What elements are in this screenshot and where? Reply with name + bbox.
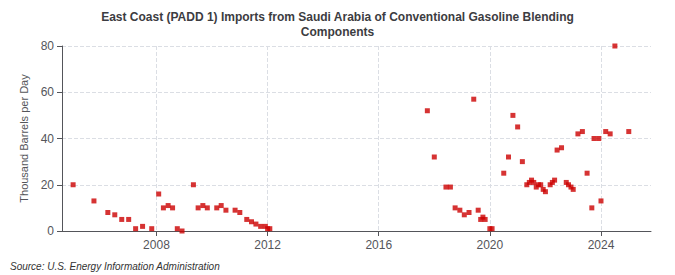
svg-text:East Coast (PADD 1) Imports fr: East Coast (PADD 1) Imports from Saudi A… — [101, 10, 574, 24]
svg-text:20: 20 — [41, 178, 55, 192]
svg-text:40: 40 — [41, 132, 55, 146]
svg-text:2012: 2012 — [254, 238, 281, 252]
svg-text:2020: 2020 — [477, 238, 504, 252]
svg-text:2008: 2008 — [143, 238, 170, 252]
svg-text:0: 0 — [47, 224, 54, 238]
svg-text:60: 60 — [41, 85, 55, 99]
svg-text:2016: 2016 — [365, 238, 392, 252]
svg-text:Source: U.S. Energy Informatio: Source: U.S. Energy Information Administ… — [10, 261, 220, 272]
svg-text:80: 80 — [41, 39, 55, 53]
svg-text:2024: 2024 — [588, 238, 615, 252]
svg-text:Components: Components — [301, 25, 375, 39]
svg-text:Thousand Barrels per Day: Thousand Barrels per Day — [18, 74, 30, 203]
